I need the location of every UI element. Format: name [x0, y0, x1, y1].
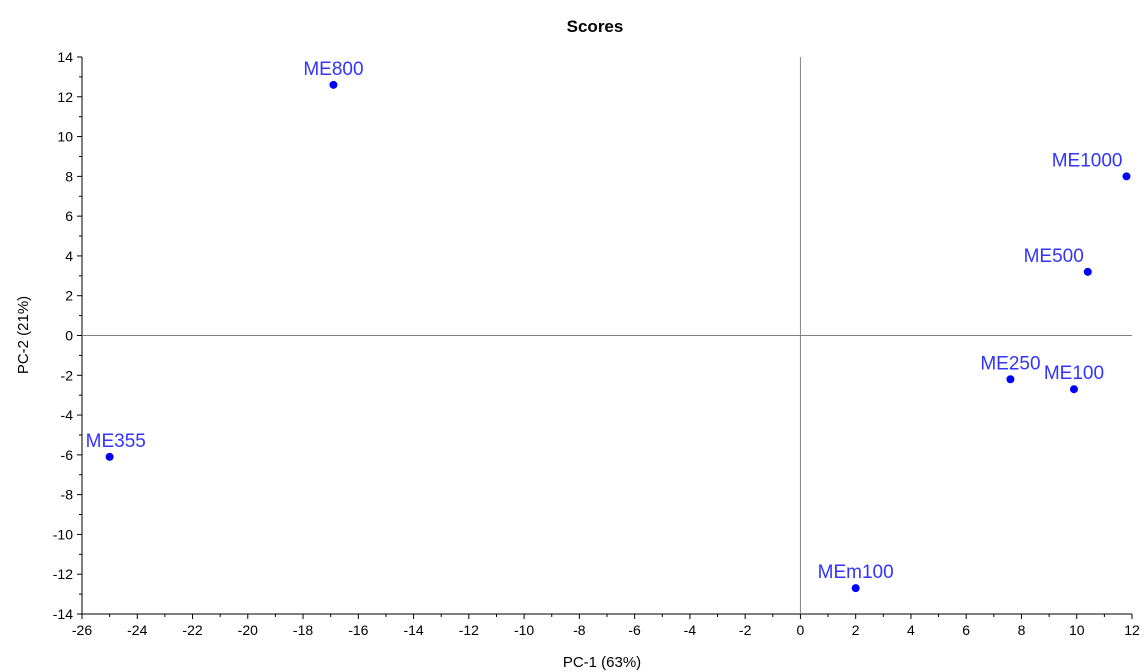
point-label: ME800 [303, 59, 363, 80]
x-tick-label: 0 [797, 622, 805, 638]
y-tick-label: 6 [65, 208, 73, 224]
x-tick-label: 4 [907, 622, 915, 638]
x-axis: -26 -24 -22 -20 -18 -16 -14 -12 -10 -8 -6 -4 -2 0 2 4 6 8… [72, 614, 1140, 638]
x-tick-label: -2 [739, 622, 752, 638]
y-tick-label: -6 [61, 447, 74, 463]
y-tick-label: -2 [61, 367, 74, 383]
data-point [851, 584, 860, 593]
x-axis-title: PC-1 (63%) [563, 654, 641, 671]
point-label: ME1000 [1052, 150, 1123, 171]
y-tick-label: 10 [57, 129, 73, 145]
x-tick-label: -16 [348, 622, 368, 638]
x-tick-label: -4 [684, 622, 697, 638]
x-tick-label: 10 [1069, 622, 1085, 638]
x-tick-label: 8 [1018, 622, 1026, 638]
data-point [1069, 385, 1078, 394]
x-tick-label: 6 [962, 622, 970, 638]
y-tick-label: 14 [57, 49, 73, 65]
x-tick-label: -12 [459, 622, 479, 638]
y-axis: -14 -12 -10 -8 -6 -4 -2 0 2 4 6 8 10 12 14 [53, 49, 82, 622]
x-tick-label: -22 [182, 622, 202, 638]
x-tick-label: -24 [127, 622, 147, 638]
data-point [1083, 267, 1092, 276]
point-label: MEm100 [818, 562, 894, 583]
data-point [1122, 172, 1131, 181]
y-axis-title: PC-2 (21%) [15, 296, 32, 374]
point-label: ME500 [1024, 246, 1084, 267]
x-tick-label: -26 [72, 622, 92, 638]
x-tick-label: -6 [628, 622, 641, 638]
data-point [105, 452, 114, 461]
data-point [329, 80, 338, 89]
x-tick-label: -8 [573, 622, 586, 638]
point-label: ME250 [980, 353, 1040, 374]
y-tick-label: -10 [53, 526, 73, 542]
y-tick-label: -14 [53, 606, 73, 622]
y-tick-label: -4 [61, 407, 74, 423]
y-tick-label: 8 [65, 168, 73, 184]
chart-title: Scores [567, 17, 624, 36]
point-labels: ME800 ME1000 ME500 ME250 ME100 ME355 MEm100 [86, 59, 1123, 583]
point-label: ME100 [1044, 363, 1104, 384]
y-tick-label: 12 [57, 89, 73, 105]
x-tick-label: -14 [403, 622, 423, 638]
x-tick-label: 12 [1124, 622, 1140, 638]
y-tick-label: -12 [53, 566, 73, 582]
y-tick-label: 0 [65, 328, 73, 344]
data-point [1006, 375, 1015, 384]
x-tick-label: -20 [238, 622, 258, 638]
x-tick-label: 2 [852, 622, 860, 638]
y-tick-label: -8 [61, 487, 74, 503]
data-points [105, 80, 1131, 593]
x-tick-label: -18 [293, 622, 313, 638]
point-label: ME355 [86, 431, 146, 452]
y-tick-label: 2 [65, 288, 73, 304]
y-tick-label: 4 [65, 248, 73, 264]
x-tick-label: -10 [514, 622, 534, 638]
zero-lines [82, 57, 1132, 614]
